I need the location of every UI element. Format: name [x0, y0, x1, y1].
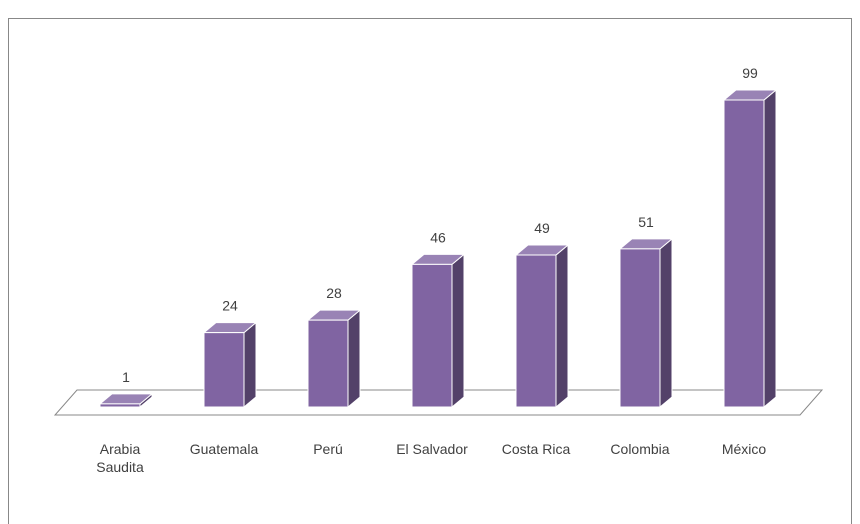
bar-front [515, 254, 557, 408]
bar-front [307, 319, 349, 408]
bar-side [347, 309, 361, 409]
value-label: 49 [534, 220, 550, 236]
bar-side [555, 243, 569, 409]
x-tick-label: Guatemala [190, 441, 259, 457]
x-tick-label: El Salvador [396, 441, 468, 457]
bar [722, 88, 778, 409]
bar [618, 237, 674, 409]
bar [306, 309, 362, 409]
bar-side [243, 321, 257, 409]
value-label: 1 [122, 369, 130, 385]
value-label: 99 [742, 65, 758, 81]
bar-side [451, 253, 465, 409]
bar-side [763, 88, 777, 409]
bar-front [411, 263, 453, 408]
bar-front [619, 248, 661, 408]
x-tick-label: Colombia [610, 441, 669, 457]
x-tick-label: Arabia Saudita [96, 441, 144, 475]
bar [98, 392, 154, 409]
bar-side [659, 237, 673, 409]
value-label: 24 [222, 298, 238, 314]
x-tick-label: Perú [313, 441, 343, 457]
value-label: 51 [638, 214, 654, 230]
bar [514, 243, 570, 409]
bar [410, 253, 466, 409]
value-label: 28 [326, 285, 342, 301]
x-tick-label: México [722, 441, 767, 457]
x-tick-label: Costa Rica [502, 441, 571, 457]
bar-front [99, 403, 141, 408]
bar-front [723, 99, 765, 408]
bar [202, 321, 258, 409]
value-label: 46 [430, 229, 446, 245]
bar-front [203, 332, 245, 408]
